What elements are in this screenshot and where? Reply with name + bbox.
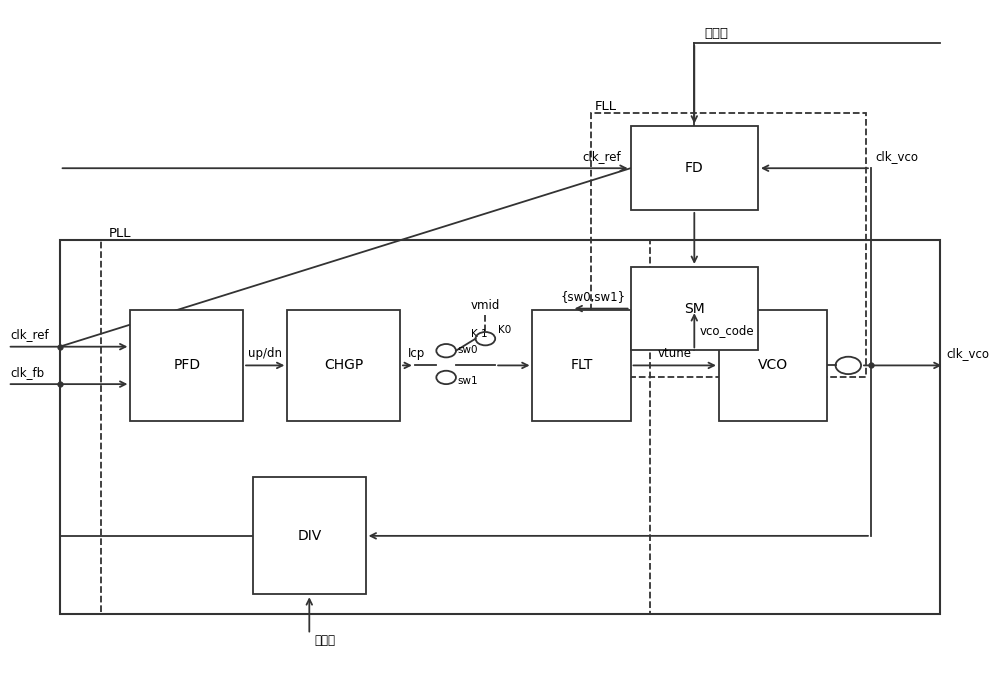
Text: DIV: DIV xyxy=(297,529,321,543)
Text: vmid: vmid xyxy=(471,299,500,312)
Text: 分频比: 分频比 xyxy=(704,26,728,40)
Bar xyxy=(719,310,827,421)
Text: Icp: Icp xyxy=(408,347,425,360)
Text: FLT: FLT xyxy=(570,359,593,373)
Text: clk_vco: clk_vco xyxy=(876,150,919,163)
Text: PFD: PFD xyxy=(173,359,200,373)
Text: K0: K0 xyxy=(498,326,511,336)
Bar xyxy=(287,310,400,421)
Text: up/dn: up/dn xyxy=(248,347,282,360)
Text: FD: FD xyxy=(685,161,704,175)
Bar xyxy=(591,113,866,377)
Bar xyxy=(101,240,650,615)
Text: SM: SM xyxy=(684,301,705,315)
Bar xyxy=(253,477,366,594)
Bar xyxy=(631,267,758,350)
Text: FLL: FLL xyxy=(595,100,617,113)
Text: sw0: sw0 xyxy=(458,345,478,355)
Text: clk_fb: clk_fb xyxy=(11,366,45,379)
Text: sw1: sw1 xyxy=(458,376,479,386)
Bar xyxy=(631,127,758,210)
Text: clk_ref: clk_ref xyxy=(582,150,621,163)
Bar xyxy=(60,240,940,615)
Bar xyxy=(532,310,631,421)
Bar xyxy=(130,310,243,421)
Text: CHGP: CHGP xyxy=(324,359,363,373)
Text: VCO: VCO xyxy=(758,359,788,373)
Text: {sw0,sw1}: {sw0,sw1} xyxy=(561,290,626,303)
Text: clk_vco: clk_vco xyxy=(946,347,989,360)
Text: vtune: vtune xyxy=(658,347,692,360)
Text: clk_ref: clk_ref xyxy=(11,328,49,341)
Text: 分频比: 分频比 xyxy=(314,634,335,648)
Text: K 1: K 1 xyxy=(471,329,487,338)
Text: PLL: PLL xyxy=(109,227,131,240)
Text: vco_code: vco_code xyxy=(699,324,754,337)
